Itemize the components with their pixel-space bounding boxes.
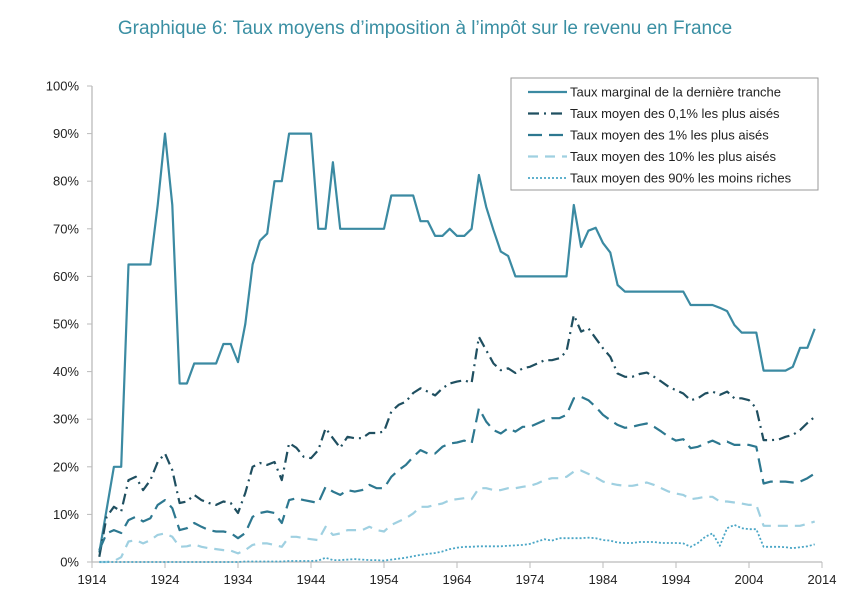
x-tick-label: 1954	[370, 572, 399, 587]
x-tick-label: 1974	[516, 572, 545, 587]
legend-label: Taux marginal de la dernière tranche	[570, 85, 781, 100]
series-line-3	[98, 395, 816, 551]
x-tick-label: 1994	[662, 572, 691, 587]
x-tick-label: 1944	[297, 572, 326, 587]
series-line-2	[98, 313, 816, 557]
legend-label: Taux moyen des 90% les moins riches	[570, 171, 792, 186]
y-tick-label: 40%	[53, 364, 79, 379]
y-tick-label: 50%	[53, 317, 79, 332]
y-tick-label: 10%	[53, 507, 79, 522]
series-line-4	[99, 469, 816, 564]
chart-title: Graphique 6: Taux moyens d’imposition à …	[117, 18, 733, 39]
y-tick-label: 100%	[46, 79, 80, 94]
x-tick-label: 1984	[589, 572, 618, 587]
x-tick-label: 1924	[151, 572, 180, 587]
legend-label: Taux moyen des 1% les plus aisés	[570, 128, 769, 143]
y-tick-label: 30%	[53, 412, 79, 427]
y-tick-label: 80%	[53, 174, 79, 189]
x-tick-label: 2004	[735, 572, 764, 587]
x-tick-label: 1964	[443, 572, 472, 587]
legend-label: Taux moyen des 0,1% les plus aisés	[570, 106, 780, 121]
y-tick-label: 20%	[53, 459, 79, 474]
series-line-5	[99, 524, 815, 563]
x-tick-label: 1934	[224, 572, 253, 587]
x-tick-label: 1914	[78, 572, 107, 587]
y-tick-label: 90%	[53, 126, 79, 141]
x-tick-label: 2014	[808, 572, 837, 587]
y-tick-label: 60%	[53, 269, 79, 284]
y-tick-label: 0%	[60, 555, 79, 570]
legend-label: Taux moyen des 10% les plus aisés	[570, 149, 776, 164]
y-tick-label: 70%	[53, 221, 79, 236]
series-line-1	[98, 132, 816, 553]
